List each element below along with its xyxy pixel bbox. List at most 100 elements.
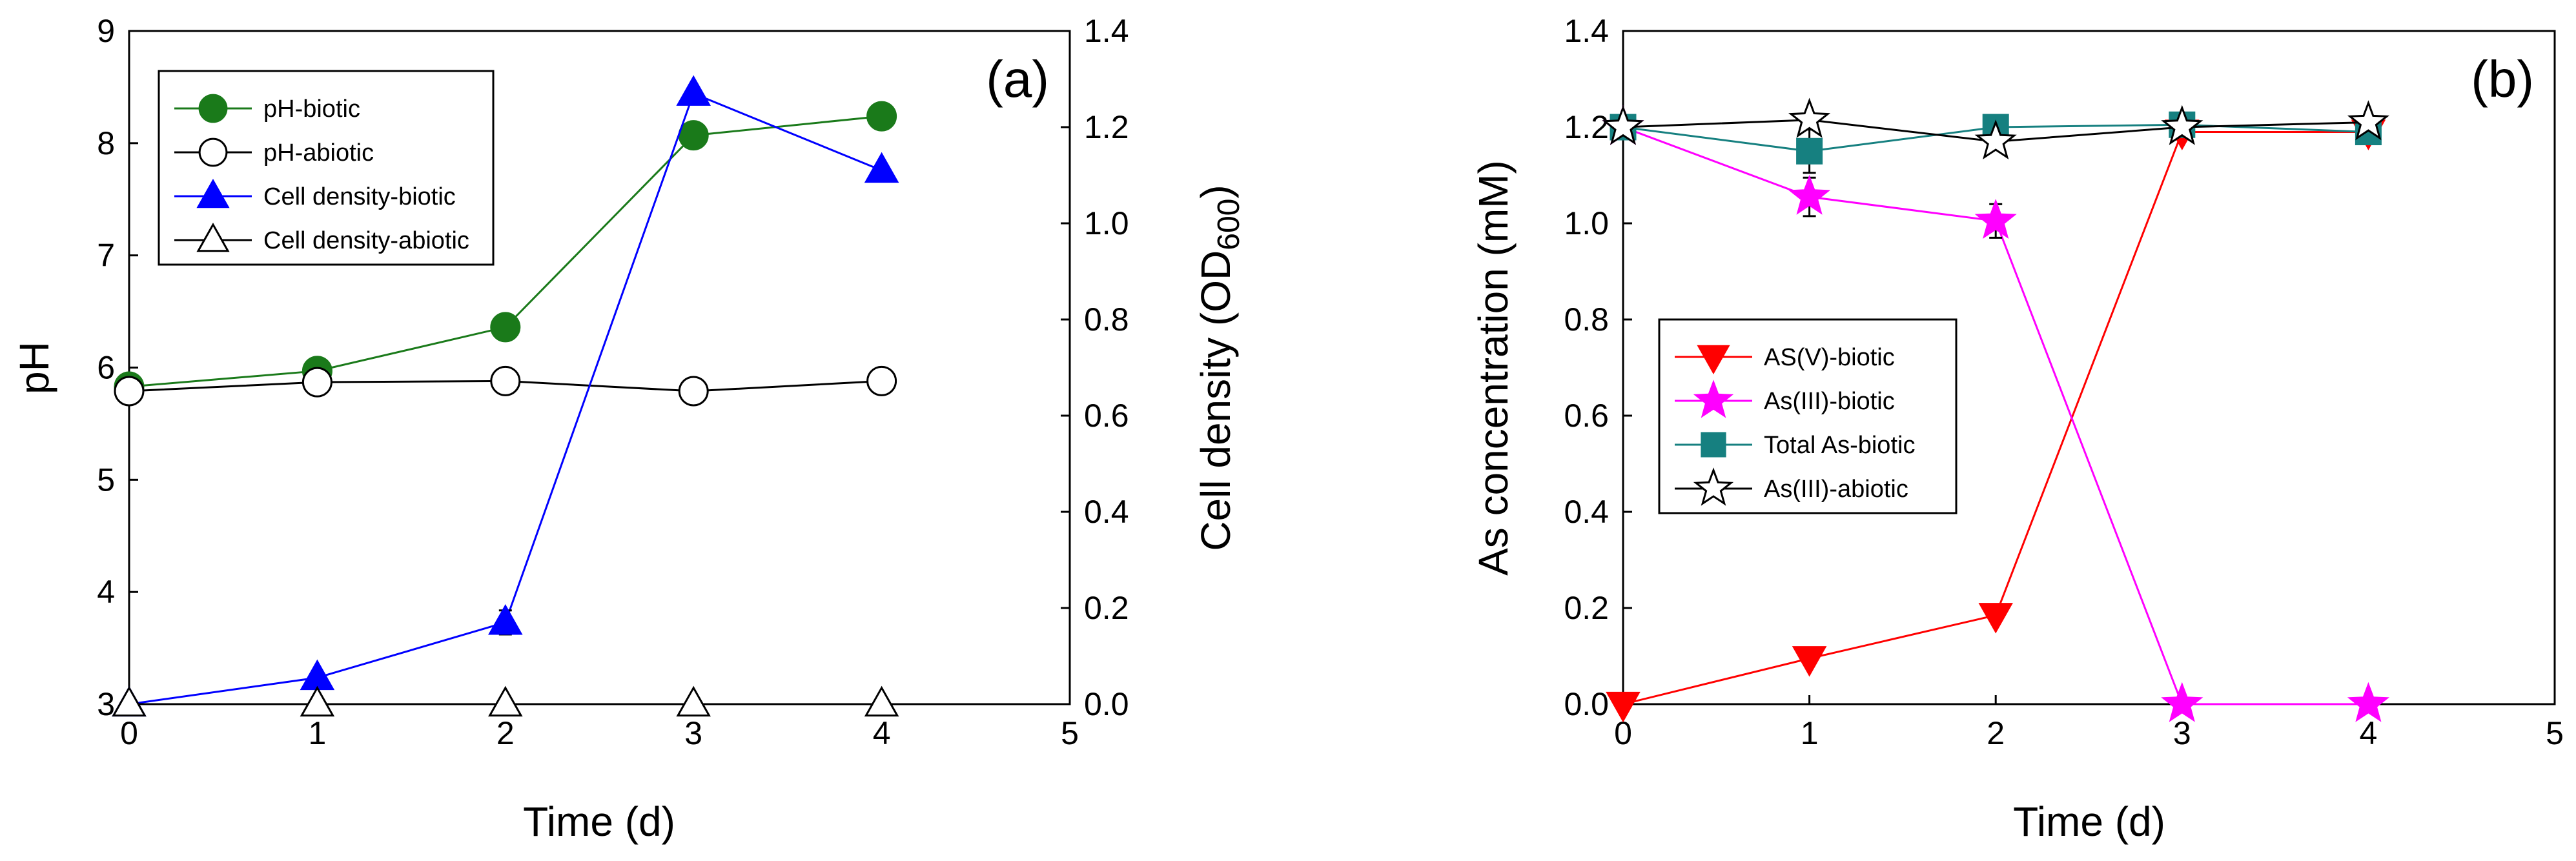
data-point xyxy=(1978,603,2013,634)
legend-label: Cell density-abiotic xyxy=(263,227,469,254)
legend-entry-cell-density-biotic: Cell density-biotic xyxy=(174,178,456,210)
x-tick-label: 4 xyxy=(2359,715,2377,751)
legend-label: pH-biotic xyxy=(263,96,360,123)
data-point xyxy=(678,376,709,407)
y2-tick-label: 0.4 xyxy=(1084,494,1129,530)
data-point xyxy=(1606,691,1641,723)
x-tick-label: 0 xyxy=(120,715,138,751)
data-point xyxy=(490,365,521,396)
data-point xyxy=(2161,105,2203,145)
y-tick-label: 0.4 xyxy=(1564,494,1609,530)
data-point xyxy=(112,685,147,717)
y2-axis-title-main: Cell density (OD xyxy=(1192,250,1239,551)
y-tick-label: 1.0 xyxy=(1564,205,1609,241)
data-point xyxy=(1602,105,1644,145)
data-point xyxy=(300,685,335,717)
legend-marker xyxy=(198,94,228,123)
y-axis-title-a: pH xyxy=(11,341,57,394)
x-tick-label: 1 xyxy=(308,715,326,751)
x-tick-label: 2 xyxy=(1987,715,2005,751)
y-tick-label: 8 xyxy=(97,125,115,161)
series-as-iii-biotic xyxy=(1602,105,2389,722)
legend-label: As(III)-abiotic xyxy=(1764,476,1908,503)
legend-marker xyxy=(198,137,228,167)
y-tick-label: 1.2 xyxy=(1564,109,1609,145)
y-tick-label: 4 xyxy=(97,574,115,610)
y2-tick-label: 0.2 xyxy=(1084,590,1129,626)
x-tick-label: 3 xyxy=(684,715,702,751)
data-point xyxy=(488,604,523,635)
data-point xyxy=(1792,646,1827,677)
x-tick-label: 3 xyxy=(2173,715,2191,751)
y-tick-label: 7 xyxy=(97,238,115,274)
series-as-iii-abiotic xyxy=(1602,97,2389,160)
data-point xyxy=(1974,119,2017,160)
legend-marker xyxy=(1693,380,1734,418)
y-tick-label: 5 xyxy=(97,461,115,498)
y2-tick-label: 1.4 xyxy=(1084,13,1129,49)
y2-tick-label: 1.0 xyxy=(1084,205,1129,241)
panel-label-b: (b) xyxy=(2471,50,2534,108)
y2-tick-label: 0.0 xyxy=(1084,686,1129,722)
y-tick-label: 1.4 xyxy=(1564,13,1609,49)
data-point xyxy=(2161,682,2203,722)
data-point xyxy=(678,120,709,151)
legend-a: pH-biotic pH-abiotic Cell density-biotic Ce… xyxy=(158,70,495,266)
legend-entry-as-v-biotic: AS(V)-biotic xyxy=(1675,344,1895,375)
series-ph-abiotic xyxy=(114,365,897,407)
legend-label: pH-abiotic xyxy=(263,139,374,167)
x-tick-label: 2 xyxy=(496,715,515,751)
x-axis-title-a: Time (d) xyxy=(523,798,675,845)
x-axis-title-b: Time (d) xyxy=(2013,798,2165,845)
legend-label: Cell density-biotic xyxy=(263,183,456,210)
legend-label: Total As-biotic xyxy=(1764,432,1915,459)
legend-marker xyxy=(196,222,230,252)
data-point xyxy=(302,367,332,398)
x-tick-label: 5 xyxy=(1061,715,1079,751)
y-axis-title-b: As concentration (mM) xyxy=(1470,160,1517,576)
data-point xyxy=(1796,137,1823,165)
legend-marker xyxy=(1701,432,1726,458)
data-point xyxy=(1788,97,1831,138)
legend-label: AS(V)-biotic xyxy=(1764,344,1895,371)
y2-tick-label: 0.8 xyxy=(1084,301,1129,338)
data-point xyxy=(490,312,521,343)
y-tick-label: 0.2 xyxy=(1564,590,1609,626)
y2-tick-label: 1.2 xyxy=(1084,109,1129,145)
x-tick-label: 4 xyxy=(873,715,891,751)
data-point xyxy=(676,75,711,106)
legend-marker xyxy=(1697,345,1730,375)
legend-entry-ph-biotic: pH-biotic xyxy=(174,94,360,123)
y2-tick-label: 0.6 xyxy=(1084,398,1129,434)
plot-frame-b xyxy=(1622,30,2556,705)
data-point xyxy=(864,685,899,717)
y-tick-label: 3 xyxy=(97,686,115,722)
legend-entry-ph-abiotic: pH-abiotic xyxy=(174,137,374,167)
y-tick-label: 0.0 xyxy=(1564,686,1609,722)
data-point xyxy=(114,376,145,407)
data-point xyxy=(2347,100,2389,141)
data-point xyxy=(866,101,897,132)
legend-entry-as-iii-abiotic: As(III)-abiotic xyxy=(1675,467,1908,506)
legend-entry-total-as-biotic: Total As-biotic xyxy=(1675,432,1915,459)
legend-marker xyxy=(1693,467,1734,506)
y-tick-label: 9 xyxy=(97,13,115,49)
panel-label-a: (a) xyxy=(986,50,1049,108)
data-point xyxy=(2347,682,2389,722)
data-point xyxy=(864,152,899,183)
legend-label: As(III)-biotic xyxy=(1764,388,1895,415)
y-tick-label: 6 xyxy=(97,350,115,386)
legend-entry-as-iii-biotic: As(III)-biotic xyxy=(1675,380,1895,418)
legend-b: AS(V)-biotic As(III)-biotic Total As-bioti… xyxy=(1658,318,1958,514)
y-tick-label: 0.6 xyxy=(1564,398,1609,434)
legend-entry-cell-density-abiotic: Cell density-abiotic xyxy=(174,222,469,254)
y2-axis-title-close: ) xyxy=(1192,185,1239,198)
data-point xyxy=(488,685,523,717)
y-tick-label: 0.8 xyxy=(1564,301,1609,338)
data-point xyxy=(1974,199,2017,239)
y2-axis-title-subscript: 600 xyxy=(1212,199,1246,250)
data-point xyxy=(676,685,711,717)
